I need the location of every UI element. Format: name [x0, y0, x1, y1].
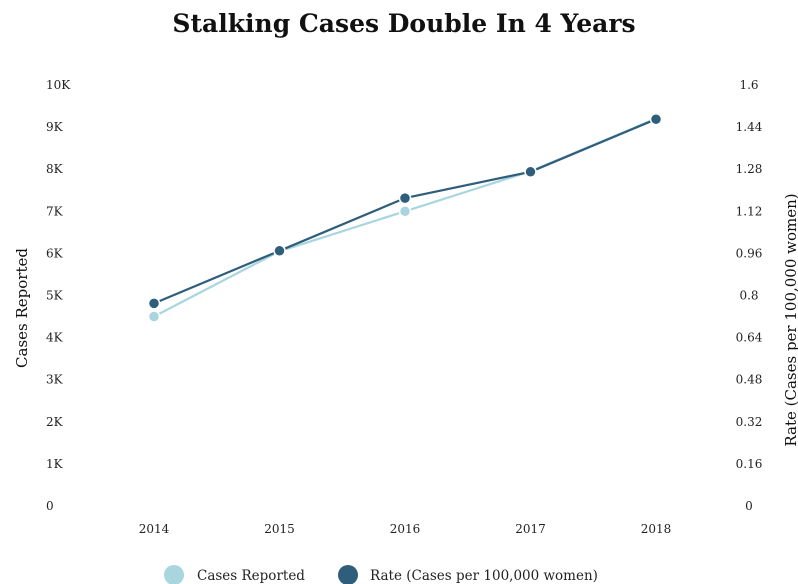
chart-title: Stalking Cases Double In 4 Years	[172, 9, 635, 38]
x-tick-label: 2014	[139, 522, 170, 536]
data-point-rate[interactable]	[524, 165, 537, 179]
data-point-rate[interactable]	[147, 297, 161, 310]
y-right-tick-label: 0	[745, 499, 753, 513]
data-point-cases[interactable]	[147, 310, 161, 323]
series-layer	[147, 112, 663, 323]
right-axis-ticks: 0 0.16 0.32 0.48 0.64 0.8 0.96 1.12 1.28 1.44 1.6	[736, 78, 763, 513]
data-point-cases[interactable]	[398, 205, 412, 218]
y-left-tick-label: 2K	[46, 415, 64, 429]
x-tick-label: 2018	[641, 522, 672, 536]
y-right-tick-label: 0.32	[736, 415, 763, 429]
y-left-tick-label: 10K	[46, 78, 71, 92]
y-axis-right-label: Rate (Cases per 100,000 women)	[782, 193, 798, 446]
y-left-tick-label: 9K	[46, 120, 64, 134]
y-left-tick-label: 3K	[46, 373, 64, 387]
y-left-tick-label: 5K	[46, 289, 64, 303]
y-right-tick-label: 1.6	[739, 78, 758, 92]
series-line-cases	[153, 117, 657, 318]
y-left-tick-label: 6K	[46, 246, 64, 260]
data-point-rate[interactable]	[273, 244, 286, 258]
data-point-rate[interactable]	[649, 112, 663, 126]
data-point-rate[interactable]	[398, 191, 412, 205]
y-right-tick-label: 0.16	[736, 457, 763, 471]
y-left-tick-label: 4K	[46, 331, 64, 345]
y-left-tick-label: 8K	[46, 162, 64, 176]
legend: Cases Reported Rate (Cases per 100,000 w…	[164, 565, 598, 584]
legend-marker-rate	[338, 565, 358, 584]
y-left-tick-label: 7K	[46, 204, 64, 218]
y-axis-left-label: Cases Reported	[13, 248, 31, 368]
y-right-tick-label: 1.12	[736, 204, 763, 218]
y-right-tick-label: 0.48	[736, 373, 763, 387]
x-axis-ticks: 2014 2015 2016 2017 2018	[139, 522, 672, 536]
y-right-tick-label: 0.64	[736, 331, 763, 345]
y-right-tick-label: 0.8	[739, 289, 758, 303]
y-right-tick-label: 1.44	[736, 120, 763, 134]
legend-label-cases: Cases Reported	[197, 568, 305, 584]
legend-marker-cases	[164, 565, 184, 584]
x-tick-label: 2015	[264, 522, 295, 536]
legend-label-rate: Rate (Cases per 100,000 women)	[370, 568, 598, 584]
x-tick-label: 2016	[390, 522, 421, 536]
left-axis-ticks: 0 1K 2K 3K 4K 5K 6K 7K 8K 9K 10K	[46, 78, 71, 513]
y-right-tick-label: 0.96	[736, 246, 763, 260]
y-right-tick-label: 1.28	[736, 162, 763, 176]
x-tick-label: 2017	[515, 522, 546, 536]
y-left-tick-label: 0	[46, 499, 54, 513]
y-left-tick-label: 1K	[46, 457, 64, 471]
